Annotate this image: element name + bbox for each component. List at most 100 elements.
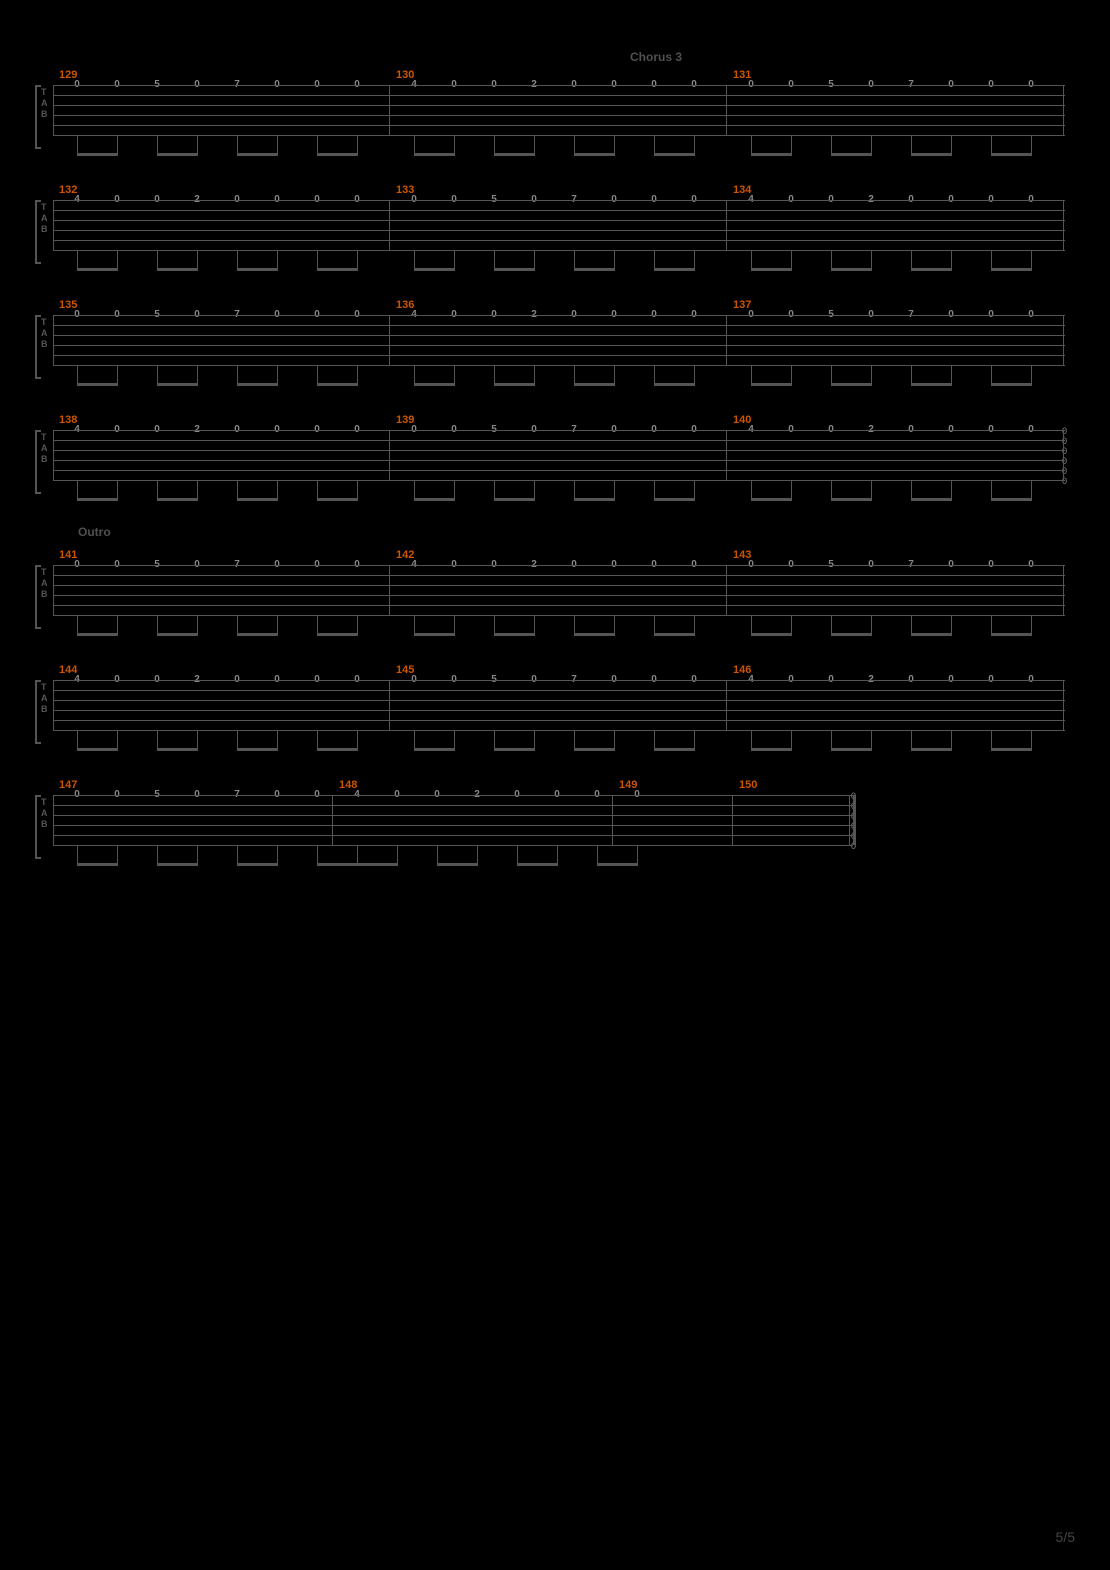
barline: [1063, 85, 1064, 135]
tab-system: TAB1470050700014840020000149150000000: [35, 775, 1065, 875]
note-stem: [357, 615, 358, 635]
beam: [494, 268, 535, 271]
beam: [157, 268, 198, 271]
staff-line: [53, 230, 1065, 231]
staff-line: [53, 845, 853, 846]
beam: [157, 498, 198, 501]
staff: [53, 85, 1065, 135]
note-stem: [534, 730, 535, 750]
barline: [1063, 680, 1064, 730]
note-stem: [791, 480, 792, 500]
beam: [237, 498, 278, 501]
barline: [53, 680, 54, 730]
staff: [53, 430, 1065, 480]
note-stem: [911, 615, 912, 635]
barline: [389, 200, 390, 250]
note-stem: [117, 135, 118, 155]
note-stem: [414, 480, 415, 500]
staff-line: [53, 835, 853, 836]
staff-line: [53, 335, 1065, 336]
note-stem: [197, 845, 198, 865]
note-stem: [237, 845, 238, 865]
tab-clef: TAB: [41, 797, 48, 830]
note-stem: [414, 365, 415, 385]
staff-line: [53, 710, 1065, 711]
note-stem: [494, 365, 495, 385]
note-stem: [494, 135, 495, 155]
beam: [77, 498, 118, 501]
note-stem: [951, 480, 952, 500]
barline: [53, 315, 54, 365]
staff-line: [53, 325, 1065, 326]
note-stem: [574, 365, 575, 385]
beam: [654, 383, 695, 386]
note-stem: [454, 615, 455, 635]
barline: [612, 795, 613, 845]
beam: [77, 153, 118, 156]
note-stem: [454, 135, 455, 155]
note-stem: [77, 135, 78, 155]
barline: [1063, 565, 1064, 615]
note-stem: [357, 365, 358, 385]
note-stem: [534, 250, 535, 270]
note-stem: [494, 615, 495, 635]
note-stem: [791, 250, 792, 270]
staff-line: [53, 460, 1065, 461]
note-stem: [317, 730, 318, 750]
tab-system: TAB132400200001330050700013440020000: [35, 180, 1065, 280]
note-stem: [574, 135, 575, 155]
note-stem: [277, 365, 278, 385]
note-stem: [831, 730, 832, 750]
barline: [53, 795, 54, 845]
note-stem: [414, 730, 415, 750]
note-stem: [414, 135, 415, 155]
note-stem: [574, 480, 575, 500]
section-label: Outro: [78, 525, 111, 539]
note-stem: [654, 250, 655, 270]
beam: [911, 153, 952, 156]
barline: [732, 795, 733, 845]
staff-line: [53, 345, 1065, 346]
beam: [654, 268, 695, 271]
note-stem: [614, 730, 615, 750]
beam: [831, 498, 872, 501]
barline: [726, 680, 727, 730]
note-stem: [197, 250, 198, 270]
note-stem: [871, 730, 872, 750]
note-stem: [791, 615, 792, 635]
tab-system: TAB135005070001364002000013700507000: [35, 295, 1065, 395]
note-stem: [237, 730, 238, 750]
note-stem: [534, 365, 535, 385]
beam: [751, 153, 792, 156]
note-stem: [1031, 615, 1032, 635]
note-stem: [1031, 365, 1032, 385]
staff-line: [53, 135, 1065, 136]
note-stem: [197, 365, 198, 385]
beam: [574, 268, 615, 271]
note-stem: [791, 730, 792, 750]
beam: [654, 748, 695, 751]
note-stem: [654, 480, 655, 500]
note-stem: [117, 615, 118, 635]
beam: [237, 748, 278, 751]
note-stem: [534, 615, 535, 635]
note-stem: [751, 480, 752, 500]
barline: [389, 315, 390, 365]
note-stem: [871, 480, 872, 500]
note-stem: [534, 480, 535, 500]
beam: [654, 498, 695, 501]
barline: [1063, 430, 1064, 480]
note-stem: [831, 480, 832, 500]
note-stem: [117, 730, 118, 750]
staff-line: [53, 815, 853, 816]
note-stem: [831, 615, 832, 635]
beam: [317, 383, 358, 386]
note-stem: [694, 135, 695, 155]
beam: [237, 633, 278, 636]
note-stem: [871, 135, 872, 155]
note-stem: [237, 480, 238, 500]
staff-line: [53, 125, 1065, 126]
beam: [77, 268, 118, 271]
note-stem: [397, 845, 398, 865]
staff-line: [53, 315, 1065, 316]
